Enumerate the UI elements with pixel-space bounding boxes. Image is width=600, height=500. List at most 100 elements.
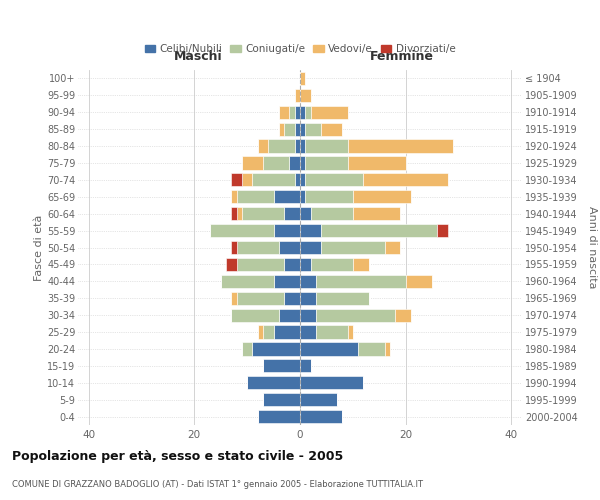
Bar xyxy=(300,359,311,372)
Bar xyxy=(231,292,236,305)
Bar xyxy=(279,308,300,322)
Bar xyxy=(300,326,316,338)
Bar xyxy=(300,207,311,220)
Bar xyxy=(268,140,295,152)
Y-axis label: Fasce di età: Fasce di età xyxy=(34,214,44,280)
Bar xyxy=(305,174,364,186)
Bar xyxy=(311,207,353,220)
Bar xyxy=(305,106,311,119)
Bar xyxy=(437,224,448,237)
Bar xyxy=(311,258,353,271)
Bar xyxy=(231,207,236,220)
Bar xyxy=(300,258,311,271)
Bar xyxy=(284,258,300,271)
Bar xyxy=(300,410,342,423)
Bar xyxy=(295,122,300,136)
Text: COMUNE DI GRAZZANO BADOGLIO (AT) - Dati ISTAT 1° gennaio 2005 - Elaborazione TUT: COMUNE DI GRAZZANO BADOGLIO (AT) - Dati … xyxy=(12,480,423,489)
Bar xyxy=(300,72,305,85)
Bar xyxy=(263,156,289,170)
Bar xyxy=(358,342,385,355)
Bar xyxy=(311,106,347,119)
Bar xyxy=(284,207,300,220)
Bar xyxy=(300,376,364,390)
Bar xyxy=(258,410,300,423)
Bar xyxy=(242,342,253,355)
Bar xyxy=(321,122,342,136)
Bar xyxy=(305,190,353,203)
Bar xyxy=(300,393,337,406)
Bar xyxy=(395,308,411,322)
Bar xyxy=(263,326,274,338)
Bar xyxy=(263,359,300,372)
Bar xyxy=(347,140,453,152)
Bar xyxy=(300,274,316,288)
Bar xyxy=(300,190,305,203)
Bar xyxy=(385,241,400,254)
Bar xyxy=(258,326,263,338)
Bar xyxy=(316,274,406,288)
Bar xyxy=(295,174,300,186)
Bar xyxy=(253,342,300,355)
Bar xyxy=(258,140,268,152)
Bar xyxy=(242,207,284,220)
Y-axis label: Anni di nascita: Anni di nascita xyxy=(587,206,597,289)
Bar xyxy=(263,393,300,406)
Bar xyxy=(274,190,300,203)
Bar xyxy=(300,122,305,136)
Bar xyxy=(300,174,305,186)
Bar xyxy=(231,190,236,203)
Bar xyxy=(231,241,236,254)
Bar xyxy=(247,376,300,390)
Text: Femmine: Femmine xyxy=(370,50,434,63)
Bar xyxy=(279,122,284,136)
Bar xyxy=(300,89,311,102)
Bar xyxy=(236,292,284,305)
Bar xyxy=(347,326,353,338)
Bar xyxy=(279,241,300,254)
Bar xyxy=(305,156,347,170)
Bar xyxy=(321,224,437,237)
Bar xyxy=(242,174,253,186)
Bar xyxy=(406,274,432,288)
Legend: Celibi/Nubili, Coniugati/e, Vedovi/e, Divorziati/e: Celibi/Nubili, Coniugati/e, Vedovi/e, Di… xyxy=(140,40,460,58)
Bar xyxy=(300,241,321,254)
Bar xyxy=(300,342,358,355)
Bar xyxy=(231,174,242,186)
Bar xyxy=(236,241,279,254)
Bar xyxy=(274,224,300,237)
Bar xyxy=(300,308,316,322)
Bar xyxy=(321,241,385,254)
Bar xyxy=(274,274,300,288)
Bar xyxy=(242,156,263,170)
Bar xyxy=(347,156,406,170)
Bar xyxy=(231,308,279,322)
Bar xyxy=(236,258,284,271)
Bar xyxy=(236,190,274,203)
Bar xyxy=(221,274,274,288)
Bar xyxy=(295,89,300,102)
Text: Popolazione per età, sesso e stato civile - 2005: Popolazione per età, sesso e stato civil… xyxy=(12,450,343,463)
Bar xyxy=(279,106,289,119)
Bar xyxy=(300,292,316,305)
Bar xyxy=(295,140,300,152)
Bar xyxy=(295,106,300,119)
Bar xyxy=(385,342,390,355)
Bar xyxy=(284,122,295,136)
Bar xyxy=(364,174,448,186)
Bar xyxy=(226,258,236,271)
Bar xyxy=(210,224,274,237)
Bar xyxy=(353,207,400,220)
Bar xyxy=(353,258,369,271)
Text: Maschi: Maschi xyxy=(173,50,222,63)
Bar xyxy=(289,106,295,119)
Bar xyxy=(316,326,347,338)
Bar xyxy=(253,174,295,186)
Bar xyxy=(316,308,395,322)
Bar xyxy=(305,140,347,152)
Bar xyxy=(289,156,300,170)
Bar xyxy=(305,122,321,136)
Bar xyxy=(300,156,305,170)
Bar xyxy=(300,106,305,119)
Bar xyxy=(300,140,305,152)
Bar xyxy=(284,292,300,305)
